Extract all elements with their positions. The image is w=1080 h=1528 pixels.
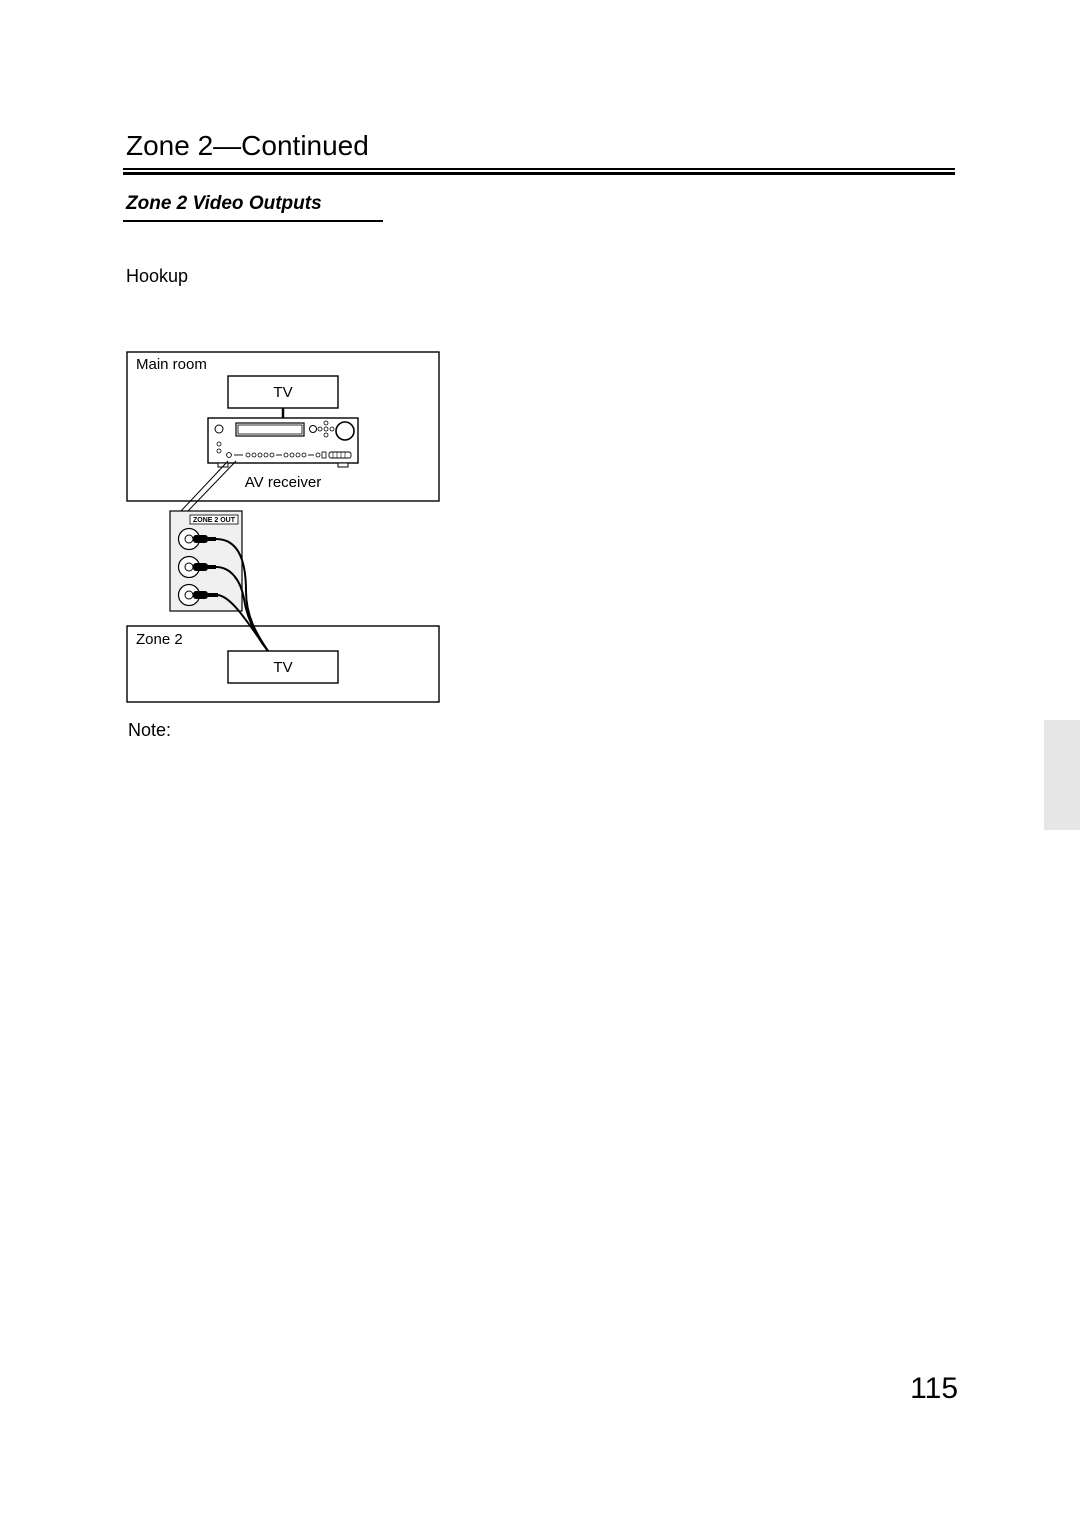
- subheading-rule: [123, 220, 383, 222]
- page-title: Zone 2—Continued: [126, 130, 369, 162]
- page: Zone 2—Continued Zone 2 Video Outputs Ho…: [0, 0, 1080, 1528]
- zone2-label: Zone 2: [136, 631, 183, 648]
- page-number: 115: [910, 1372, 958, 1406]
- hookup-label: Hookup: [126, 266, 188, 287]
- main-tv-label: TV: [273, 384, 292, 401]
- title-rule-thick: [123, 172, 955, 175]
- hookup-diagram: Main room TV: [126, 351, 456, 716]
- av-receiver-icon: [208, 418, 358, 467]
- title-rule: [123, 168, 955, 170]
- note-label: Note:: [128, 720, 171, 741]
- zoom-line-left: [181, 461, 228, 511]
- av-receiver-label: AV receiver: [245, 474, 321, 491]
- zone2-out-panel: ZONE 2 OUT: [170, 511, 242, 611]
- diagram-svg: Main room TV: [126, 351, 456, 711]
- zone2-tv-label: TV: [273, 659, 292, 676]
- section-tab: [1044, 720, 1080, 830]
- zoom-line-right: [188, 461, 236, 511]
- main-room-label: Main room: [136, 356, 207, 373]
- zone2-out-label: ZONE 2 OUT: [193, 517, 236, 524]
- section-subheading: Zone 2 Video Outputs: [126, 193, 322, 215]
